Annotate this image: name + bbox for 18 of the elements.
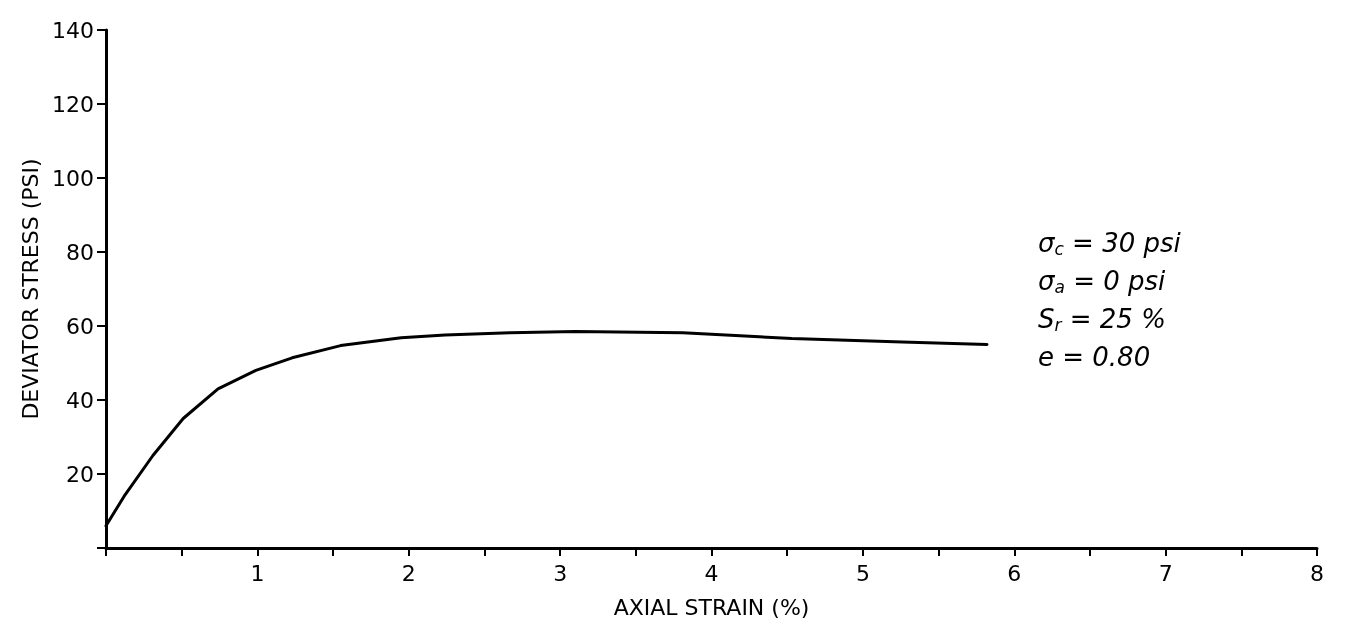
annotation: e = 0.80 <box>1038 342 1151 372</box>
x-tick-label: 4 <box>704 560 719 586</box>
x-tick-label: 3 <box>553 560 568 586</box>
x-tick-label: 5 <box>855 560 870 586</box>
x-tick-label: 7 <box>1158 560 1173 586</box>
y-tick-label: 140 <box>52 17 94 43</box>
y-tick-label: 20 <box>66 461 94 487</box>
y-tick-label: 40 <box>66 387 94 413</box>
y-tick-label: 100 <box>52 165 94 191</box>
x-tick-label: 6 <box>1007 560 1022 586</box>
y-tick-label: 80 <box>66 239 94 265</box>
y-tick-label: 120 <box>52 91 94 117</box>
y-tick-label: 60 <box>66 313 94 339</box>
x-axis-title: AXIAL STRAIN (%) <box>613 594 810 620</box>
x-tick-label: 1 <box>250 560 265 586</box>
x-tick-label: 2 <box>401 560 416 586</box>
y-axis-title: DEVIATOR STRESS (PSI) <box>17 158 43 420</box>
x-tick-label: 8 <box>1310 560 1324 586</box>
